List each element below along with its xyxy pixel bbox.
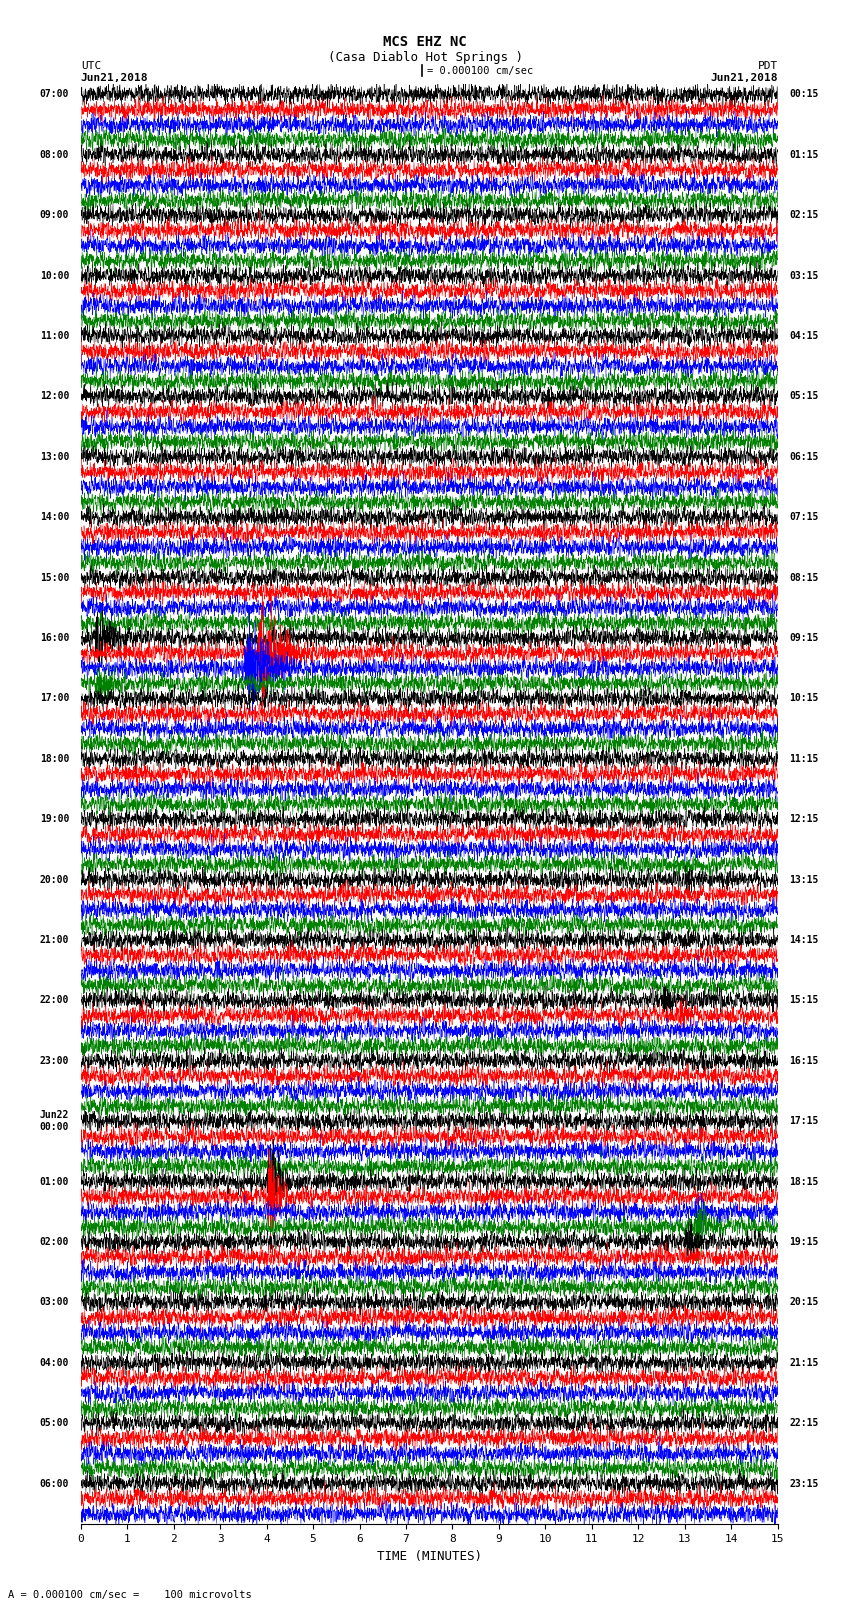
- Text: 23:15: 23:15: [790, 1479, 819, 1489]
- Text: 07:00: 07:00: [40, 89, 69, 100]
- Text: 09:00: 09:00: [40, 210, 69, 221]
- Text: 11:15: 11:15: [790, 753, 819, 765]
- Text: 06:00: 06:00: [40, 1479, 69, 1489]
- Text: 20:00: 20:00: [40, 874, 69, 884]
- Text: (Casa Diablo Hot Springs ): (Casa Diablo Hot Springs ): [327, 50, 523, 65]
- Text: 03:15: 03:15: [790, 271, 819, 281]
- Text: UTC: UTC: [81, 61, 101, 71]
- Text: 04:15: 04:15: [790, 331, 819, 340]
- Text: 02:15: 02:15: [790, 210, 819, 221]
- Text: 14:15: 14:15: [790, 936, 819, 945]
- Text: 05:00: 05:00: [40, 1418, 69, 1428]
- Text: 04:00: 04:00: [40, 1358, 69, 1368]
- Text: 12:15: 12:15: [790, 815, 819, 824]
- Text: A = 0.000100 cm/sec =    100 microvolts: A = 0.000100 cm/sec = 100 microvolts: [8, 1590, 252, 1600]
- Text: 03:00: 03:00: [40, 1297, 69, 1307]
- Text: 13:00: 13:00: [40, 452, 69, 461]
- Text: 18:00: 18:00: [40, 753, 69, 765]
- Text: 17:00: 17:00: [40, 694, 69, 703]
- Text: MCS EHZ NC: MCS EHZ NC: [383, 35, 467, 48]
- Text: = 0.000100 cm/sec: = 0.000100 cm/sec: [427, 66, 533, 76]
- Text: 19:00: 19:00: [40, 815, 69, 824]
- Text: Jun21,2018: Jun21,2018: [711, 73, 778, 82]
- Text: 08:15: 08:15: [790, 573, 819, 582]
- Text: 07:15: 07:15: [790, 513, 819, 523]
- Text: 20:15: 20:15: [790, 1297, 819, 1307]
- Text: 10:00: 10:00: [40, 271, 69, 281]
- Text: 05:15: 05:15: [790, 392, 819, 402]
- Text: 11:00: 11:00: [40, 331, 69, 340]
- Text: Jun21,2018: Jun21,2018: [81, 73, 148, 82]
- Text: 21:00: 21:00: [40, 936, 69, 945]
- Text: 16:00: 16:00: [40, 632, 69, 644]
- Text: 09:15: 09:15: [790, 632, 819, 644]
- Text: 18:15: 18:15: [790, 1176, 819, 1187]
- Text: 13:15: 13:15: [790, 874, 819, 884]
- Text: 00:15: 00:15: [790, 89, 819, 100]
- Text: 19:15: 19:15: [790, 1237, 819, 1247]
- Text: 06:15: 06:15: [790, 452, 819, 461]
- Text: 01:15: 01:15: [790, 150, 819, 160]
- Text: 12:00: 12:00: [40, 392, 69, 402]
- Text: 23:00: 23:00: [40, 1057, 69, 1066]
- Text: 14:00: 14:00: [40, 513, 69, 523]
- Text: PDT: PDT: [757, 61, 778, 71]
- Text: 15:15: 15:15: [790, 995, 819, 1005]
- Text: 16:15: 16:15: [790, 1057, 819, 1066]
- Text: 15:00: 15:00: [40, 573, 69, 582]
- Text: 21:15: 21:15: [790, 1358, 819, 1368]
- Text: 17:15: 17:15: [790, 1116, 819, 1126]
- Text: 22:15: 22:15: [790, 1418, 819, 1428]
- Text: 01:00: 01:00: [40, 1176, 69, 1187]
- Text: 02:00: 02:00: [40, 1237, 69, 1247]
- Text: 10:15: 10:15: [790, 694, 819, 703]
- Text: Jun22
00:00: Jun22 00:00: [40, 1110, 69, 1132]
- Text: 22:00: 22:00: [40, 995, 69, 1005]
- X-axis label: TIME (MINUTES): TIME (MINUTES): [377, 1550, 482, 1563]
- Text: 08:00: 08:00: [40, 150, 69, 160]
